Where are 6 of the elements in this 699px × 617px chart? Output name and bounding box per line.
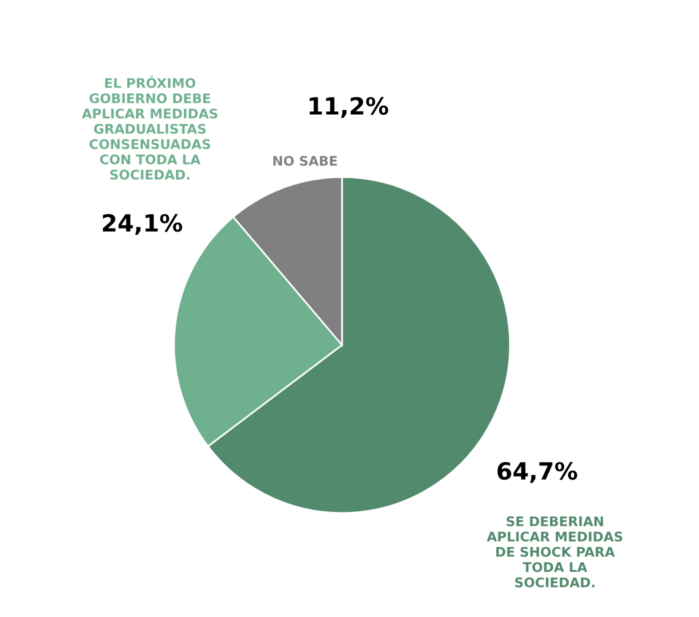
data-label: 24,1% (102, 214, 182, 235)
slice-label: EL PRÓXIMO GOBIERNO DEBE APLICAR MEDIDAS GRADUALISTAS CONSENSUADAS CON TODA LA SOCIEDAD. (82, 76, 218, 180)
data-label: 64,7% (498, 462, 578, 483)
slice-label: SE DEBERIAN APLICAR MEDIDAS DE SHOCK PARA TODA LA SOCIEDAD. (486, 516, 622, 588)
data-label: 11,2% (310, 96, 388, 118)
slice-label: NO SABE (273, 156, 337, 166)
